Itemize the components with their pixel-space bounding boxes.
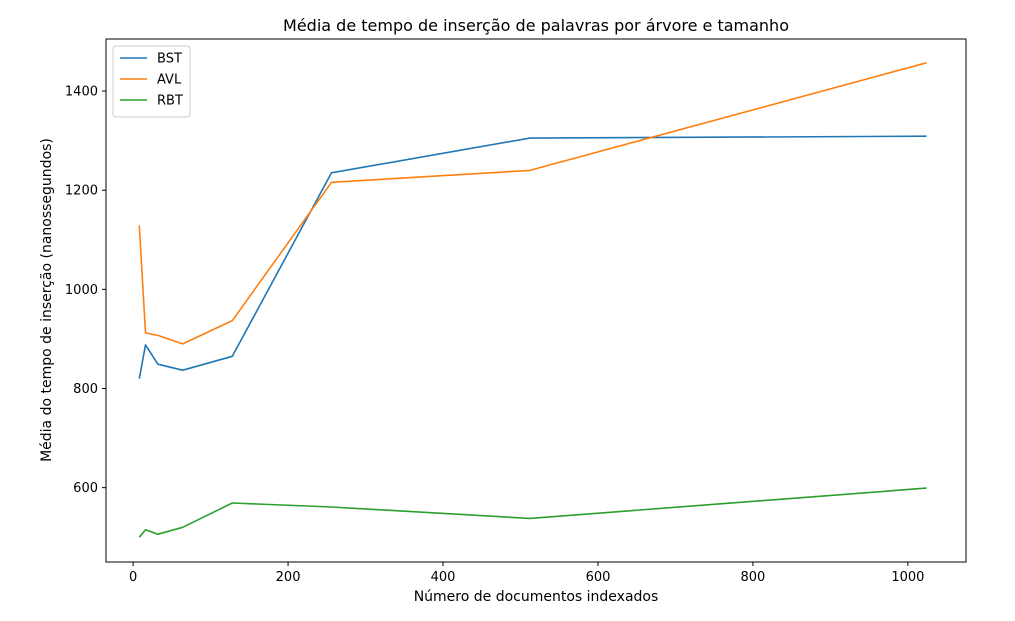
chart-title: Média de tempo de inserção de palavras p… xyxy=(283,16,789,35)
x-tick-label: 200 xyxy=(276,570,301,585)
legend: BST AVL RBT xyxy=(112,45,191,118)
x-tick-label: 1000 xyxy=(891,570,924,585)
y-tick-label: 800 xyxy=(73,382,98,397)
x-tick-label: 0 xyxy=(129,570,137,585)
series-line-avl xyxy=(138,62,927,345)
series-line-bst xyxy=(138,135,927,379)
series-line-rbt xyxy=(138,487,927,538)
legend-label-avl: AVL xyxy=(157,73,182,88)
series-layer xyxy=(138,62,927,538)
x-axis-ticks: 0 200 400 600 800 1000 xyxy=(129,562,924,585)
plot-frame xyxy=(105,38,967,563)
x-tick-label: 800 xyxy=(741,570,766,585)
y-axis-label: Média do tempo de inserção (nanossegundo… xyxy=(39,138,55,462)
y-axis-ticks: 600 800 1000 1200 1400 xyxy=(65,85,106,496)
legend-label-bst: BST xyxy=(157,52,182,67)
x-tick-label: 400 xyxy=(431,570,456,585)
legend-label-rbt: RBT xyxy=(157,94,183,109)
x-tick-label: 600 xyxy=(586,570,611,585)
plot-area xyxy=(105,38,967,563)
x-axis-label: Número de documentos indexados xyxy=(414,589,659,605)
y-tick-label: 1400 xyxy=(65,85,98,100)
y-tick-label: 600 xyxy=(73,481,98,496)
y-tick-label: 1200 xyxy=(65,184,98,199)
y-tick-label: 1000 xyxy=(65,283,98,298)
